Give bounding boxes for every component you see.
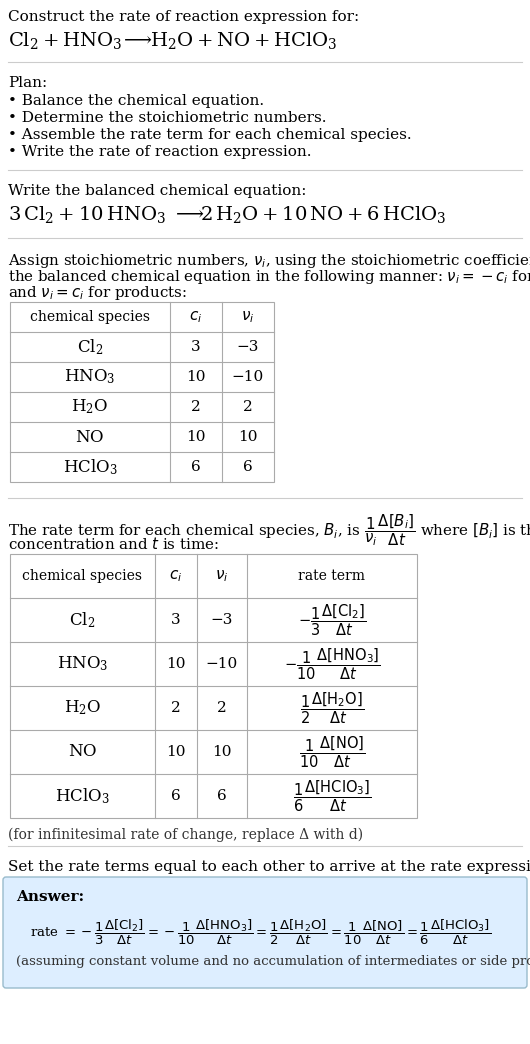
FancyBboxPatch shape bbox=[3, 877, 527, 988]
Text: • Determine the stoichiometric numbers.: • Determine the stoichiometric numbers. bbox=[8, 111, 326, 125]
Text: Write the balanced chemical equation:: Write the balanced chemical equation: bbox=[8, 184, 306, 198]
Text: Answer:: Answer: bbox=[16, 889, 84, 904]
Text: 2: 2 bbox=[171, 701, 181, 715]
Text: 3: 3 bbox=[171, 613, 181, 627]
Text: and $\nu_i = c_i$ for products:: and $\nu_i = c_i$ for products: bbox=[8, 284, 187, 302]
Text: The rate term for each chemical species, $B_i$, is $\dfrac{1}{\nu_i}\dfrac{\Delt: The rate term for each chemical species,… bbox=[8, 512, 530, 548]
Text: $\mathregular{Cl_2}$: $\mathregular{Cl_2}$ bbox=[69, 610, 95, 630]
Text: −10: −10 bbox=[206, 657, 238, 671]
Text: $\mathregular{H_2O + NO + HClO_3}$: $\mathregular{H_2O + NO + HClO_3}$ bbox=[150, 30, 337, 51]
Text: 6: 6 bbox=[171, 789, 181, 803]
Text: chemical species: chemical species bbox=[30, 310, 150, 324]
Text: • Balance the chemical equation.: • Balance the chemical equation. bbox=[8, 94, 264, 108]
Text: $\nu_i$: $\nu_i$ bbox=[241, 309, 255, 325]
Text: $\mathregular{HClO_3}$: $\mathregular{HClO_3}$ bbox=[55, 786, 110, 806]
Text: −3: −3 bbox=[237, 340, 259, 354]
Text: $\mathregular{NO}$: $\mathregular{NO}$ bbox=[68, 743, 97, 760]
Text: $\mathregular{\longrightarrow}$: $\mathregular{\longrightarrow}$ bbox=[120, 30, 153, 48]
Text: $\mathregular{HNO_3}$: $\mathregular{HNO_3}$ bbox=[64, 367, 116, 386]
Text: $\dfrac{1}{2}\dfrac{\Delta[\mathrm{H_2O}]}{\Delta t}$: $\dfrac{1}{2}\dfrac{\Delta[\mathrm{H_2O}… bbox=[300, 690, 364, 726]
Text: 10: 10 bbox=[186, 370, 206, 384]
Text: $\mathregular{Cl_2}$: $\mathregular{Cl_2}$ bbox=[77, 337, 103, 357]
Text: −3: −3 bbox=[211, 613, 233, 627]
Text: 6: 6 bbox=[217, 789, 227, 803]
Text: $-\dfrac{1}{10}\dfrac{\Delta[\mathrm{HNO_3}]}{\Delta t}$: $-\dfrac{1}{10}\dfrac{\Delta[\mathrm{HNO… bbox=[284, 646, 381, 682]
Text: $\mathregular{3\,Cl_2 + 10\,HNO_3}$: $\mathregular{3\,Cl_2 + 10\,HNO_3}$ bbox=[8, 204, 166, 226]
Text: Construct the rate of reaction expression for:: Construct the rate of reaction expressio… bbox=[8, 10, 359, 24]
Text: Plan:: Plan: bbox=[8, 76, 47, 90]
Text: • Write the rate of reaction expression.: • Write the rate of reaction expression. bbox=[8, 145, 312, 159]
Text: 6: 6 bbox=[243, 460, 253, 474]
Text: rate $= -\dfrac{1}{3}\dfrac{\Delta[\mathrm{Cl_2}]}{\Delta t}= -\dfrac{1}{10}\dfr: rate $= -\dfrac{1}{3}\dfrac{\Delta[\math… bbox=[30, 918, 491, 947]
Text: • Assemble the rate term for each chemical species.: • Assemble the rate term for each chemic… bbox=[8, 128, 412, 142]
Text: chemical species: chemical species bbox=[22, 569, 143, 583]
Text: 6: 6 bbox=[191, 460, 201, 474]
Text: −10: −10 bbox=[232, 370, 264, 384]
Text: $\dfrac{1}{6}\dfrac{\Delta[\mathrm{HClO_3}]}{\Delta t}$: $\dfrac{1}{6}\dfrac{\Delta[\mathrm{HClO_… bbox=[293, 778, 371, 813]
Text: 2: 2 bbox=[191, 400, 201, 414]
Text: 10: 10 bbox=[212, 745, 232, 759]
Text: $c_i$: $c_i$ bbox=[170, 568, 183, 584]
Text: $\mathregular{NO}$: $\mathregular{NO}$ bbox=[75, 428, 104, 446]
Text: rate term: rate term bbox=[298, 569, 366, 583]
Text: $\mathregular{H_2O}$: $\mathregular{H_2O}$ bbox=[72, 398, 109, 417]
Text: $\mathregular{H_2O}$: $\mathregular{H_2O}$ bbox=[64, 698, 101, 717]
Text: $\dfrac{1}{10}\dfrac{\Delta[\mathrm{NO}]}{\Delta t}$: $\dfrac{1}{10}\dfrac{\Delta[\mathrm{NO}]… bbox=[299, 734, 365, 769]
Text: 10: 10 bbox=[166, 657, 185, 671]
Bar bbox=[10, 302, 274, 482]
Text: (assuming constant volume and no accumulation of intermediates or side products): (assuming constant volume and no accumul… bbox=[16, 955, 530, 968]
Text: concentration and $t$ is time:: concentration and $t$ is time: bbox=[8, 536, 219, 552]
Text: $c_i$: $c_i$ bbox=[189, 309, 202, 325]
Text: 10: 10 bbox=[186, 430, 206, 444]
Text: 10: 10 bbox=[238, 430, 258, 444]
Text: the balanced chemical equation in the following manner: $\nu_i = -c_i$ for react: the balanced chemical equation in the fo… bbox=[8, 268, 530, 286]
Bar bbox=[10, 554, 417, 818]
Text: (for infinitesimal rate of change, replace Δ with d): (for infinitesimal rate of change, repla… bbox=[8, 828, 363, 843]
Text: $\mathregular{2\,H_2O + 10\,NO + 6\,HClO_3}$: $\mathregular{2\,H_2O + 10\,NO + 6\,HClO… bbox=[200, 204, 446, 226]
Text: 2: 2 bbox=[243, 400, 253, 414]
Text: 10: 10 bbox=[166, 745, 185, 759]
Text: $\mathregular{HClO_3}$: $\mathregular{HClO_3}$ bbox=[63, 457, 118, 477]
Text: Assign stoichiometric numbers, $\nu_i$, using the stoichiometric coefficients, $: Assign stoichiometric numbers, $\nu_i$, … bbox=[8, 252, 530, 270]
Text: $\mathregular{Cl_2 + HNO_3}$: $\mathregular{Cl_2 + HNO_3}$ bbox=[8, 30, 122, 51]
Text: 2: 2 bbox=[217, 701, 227, 715]
Text: $\nu_i$: $\nu_i$ bbox=[215, 568, 229, 584]
Text: $\mathregular{HNO_3}$: $\mathregular{HNO_3}$ bbox=[57, 655, 108, 673]
Text: 3: 3 bbox=[191, 340, 201, 354]
Text: Set the rate terms equal to each other to arrive at the rate expression:: Set the rate terms equal to each other t… bbox=[8, 860, 530, 874]
Text: $\mathregular{\longrightarrow}$: $\mathregular{\longrightarrow}$ bbox=[172, 204, 205, 222]
Text: $-\dfrac{1}{3}\dfrac{\Delta[\mathrm{Cl_2}]}{\Delta t}$: $-\dfrac{1}{3}\dfrac{\Delta[\mathrm{Cl_2… bbox=[298, 602, 366, 638]
